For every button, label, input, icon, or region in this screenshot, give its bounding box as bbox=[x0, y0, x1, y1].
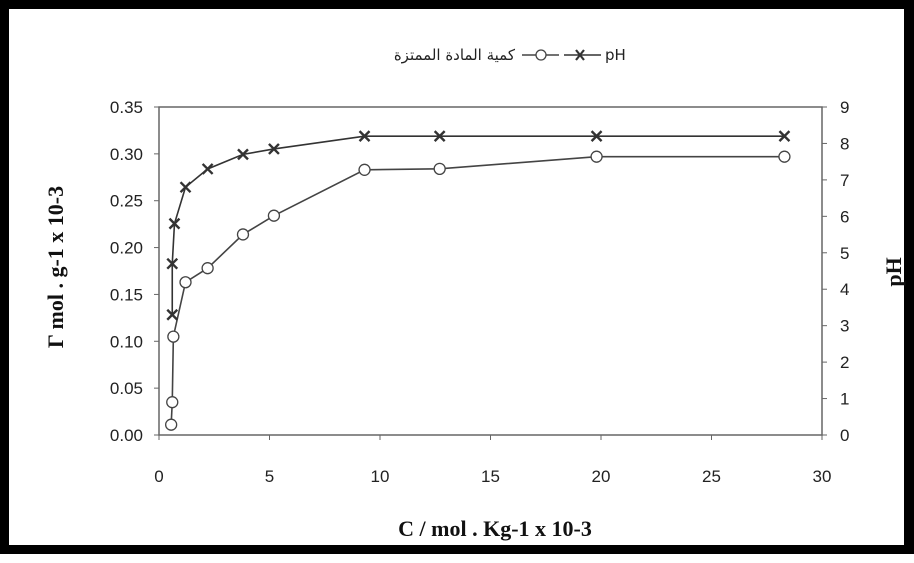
y-left-tick-label: 0.05 bbox=[110, 379, 143, 398]
y-left-tick-label: 0.20 bbox=[110, 239, 143, 258]
series-line-adsorbed bbox=[170, 155, 785, 425]
y-right-tick-label: 0 bbox=[840, 426, 849, 445]
y-right-tick-label: 5 bbox=[840, 244, 849, 263]
data-point-adsorbed bbox=[201, 262, 214, 275]
data-point-adsorbed bbox=[358, 163, 371, 176]
legend-item-adsorbed: كمية المادة الممتزة bbox=[394, 46, 559, 64]
y-right-tick-label: 4 bbox=[840, 280, 849, 299]
tick-labels: 0 5 10 15 20 25 300.000.050.100.150.200.250.30… bbox=[110, 98, 850, 486]
x-tick-label: 25 bbox=[702, 467, 721, 486]
x-tick-label: 20 bbox=[592, 467, 611, 486]
y-right-tick-label: 6 bbox=[840, 207, 849, 226]
x-tick-label: 5 bbox=[265, 467, 274, 486]
data-point-ph bbox=[201, 163, 214, 175]
data-point-ph bbox=[168, 217, 181, 230]
data-point-ph bbox=[433, 130, 446, 143]
data-point-ph bbox=[358, 130, 371, 143]
data-point-ph bbox=[179, 181, 192, 194]
y-left-tick-label: 0.15 bbox=[110, 285, 143, 304]
data-point-adsorbed bbox=[778, 150, 791, 163]
data-point-adsorbed bbox=[165, 418, 178, 431]
y-left-tick-label: 0.10 bbox=[110, 332, 143, 351]
data-point-adsorbed bbox=[267, 209, 281, 222]
y-right-tick-label: 1 bbox=[840, 390, 849, 409]
y-left-tick-label: 0.30 bbox=[110, 145, 143, 164]
legend-item-ph: pH bbox=[564, 46, 626, 64]
series-line-ph bbox=[171, 135, 785, 315]
y-right-tick-label: 2 bbox=[840, 353, 849, 372]
data-point-ph bbox=[166, 257, 179, 270]
chart-svg: 0 5 10 15 20 25 300.000.050.100.150.200.250.30… bbox=[43, 46, 906, 541]
data-point-ph bbox=[166, 308, 179, 321]
legend-label-ph: pH bbox=[605, 46, 626, 64]
data-point-ph bbox=[268, 143, 280, 155]
data-point-adsorbed bbox=[590, 150, 603, 163]
legend-marker-x bbox=[575, 49, 585, 61]
y-axis-left-title: Γ mol . g-1 x 10-3 bbox=[43, 186, 68, 348]
data-point-ph bbox=[778, 130, 791, 143]
data-point-ph bbox=[237, 148, 249, 161]
data-point-adsorbed bbox=[179, 276, 192, 289]
legend: كمية المادة الممتزة pH bbox=[394, 46, 626, 64]
y-axis-right-title: pH bbox=[881, 257, 906, 286]
x-axis-title: C / mol . Kg-1 x 10-3 bbox=[398, 516, 592, 541]
y-right-tick-label: 3 bbox=[840, 317, 849, 336]
data-point-adsorbed bbox=[236, 228, 250, 241]
y-left-tick-label: 0.25 bbox=[110, 192, 143, 211]
x-tick-label: 0 bbox=[154, 467, 163, 486]
x-tick-label: 15 bbox=[481, 467, 500, 486]
legend-marker-circle bbox=[535, 49, 547, 61]
data-point-adsorbed bbox=[167, 330, 180, 343]
data-marks bbox=[165, 130, 791, 431]
x-tick-label: 30 bbox=[813, 467, 832, 486]
y-left-tick-label: 0.00 bbox=[110, 426, 143, 445]
y-left-tick-label: 0.35 bbox=[110, 98, 143, 117]
y-right-tick-label: 8 bbox=[840, 134, 849, 153]
data-point-adsorbed bbox=[166, 396, 179, 409]
legend-label-adsorbed: كمية المادة الممتزة bbox=[394, 46, 516, 64]
data-point-ph bbox=[590, 130, 603, 143]
data-point-adsorbed bbox=[433, 162, 446, 176]
x-tick-label: 10 bbox=[371, 467, 390, 486]
y-right-tick-label: 7 bbox=[840, 171, 849, 190]
y-right-tick-label: 9 bbox=[840, 98, 849, 117]
